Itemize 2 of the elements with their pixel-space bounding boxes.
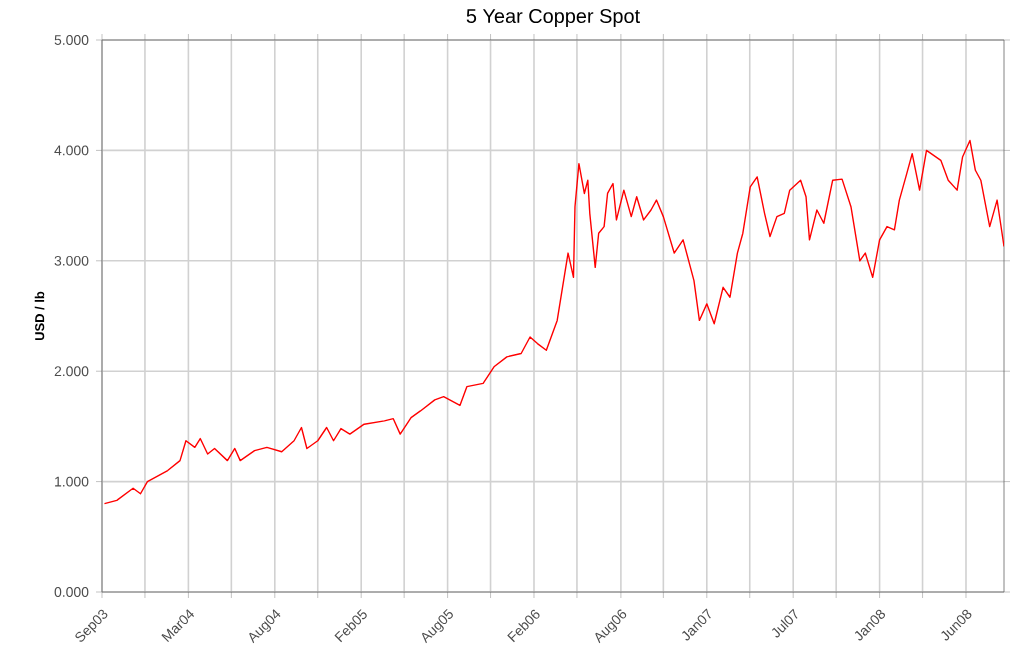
line-series <box>103 139 1005 505</box>
chart-title: 5 Year Copper Spot <box>466 8 640 27</box>
